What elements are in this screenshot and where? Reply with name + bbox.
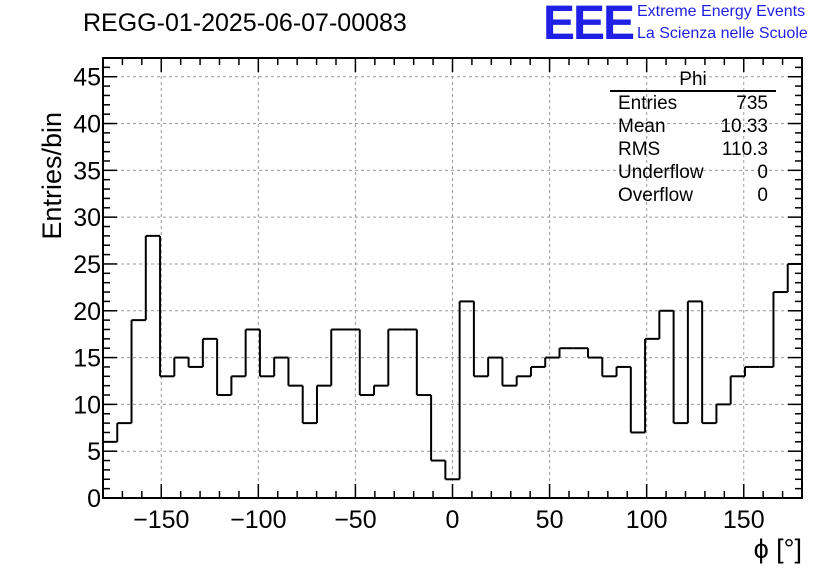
- y-tick-label: 0: [87, 485, 101, 513]
- axis-ticks: [102, 57, 803, 499]
- logo-line-2: La Scienza nelle Scuole: [637, 25, 808, 42]
- y-tick-label: 45: [73, 64, 101, 92]
- y-tick-label: 10: [73, 391, 101, 419]
- x-tick-label: 150: [723, 506, 765, 534]
- x-tick-label: −100: [230, 506, 286, 534]
- y-axis-label: Entries/bin: [37, 112, 67, 240]
- x-axis-label: ϕ [°]: [753, 534, 802, 564]
- stats-box: Phi Entries 735 Mean 10.33 RMS 110.3 Und…: [610, 70, 776, 207]
- stats-row-mean: Mean 10.33: [610, 115, 776, 138]
- y-tick-label: 40: [73, 111, 101, 139]
- y-tick-label: 20: [73, 298, 101, 326]
- x-tick-label: −150: [133, 506, 189, 534]
- x-tick-label: 100: [626, 506, 668, 534]
- x-tick-label: 50: [536, 506, 564, 534]
- grid-lines: [103, 58, 802, 498]
- chart-title: REGG-01-2025-06-07-00083: [83, 9, 407, 37]
- x-tick-label: 0: [446, 506, 460, 534]
- stats-label: Underflow: [618, 162, 704, 183]
- y-tick-label: 25: [73, 251, 101, 279]
- stats-value: 0: [757, 162, 768, 183]
- stats-row-rms: RMS 110.3: [610, 138, 776, 161]
- stats-value: 735: [736, 93, 768, 114]
- y-tick-label: 5: [87, 438, 101, 466]
- stats-label: Overflow: [618, 185, 693, 206]
- axis-tick-labels: −150 −100 −50 0 50 100 150 0 5 10 15 20 25 30 35 40 45: [73, 64, 764, 534]
- stats-row-underflow: Underflow 0: [610, 161, 776, 184]
- logo-line-1: Extreme Energy Events: [637, 3, 806, 20]
- histogram-series: [102, 234, 802, 498]
- stats-value: 10.33: [720, 116, 768, 137]
- stats-label: RMS: [618, 139, 661, 160]
- eee-logo: EEE: [543, 0, 635, 50]
- y-tick-label: 15: [73, 345, 101, 373]
- stats-title: Phi: [610, 70, 776, 92]
- x-tick-label: −50: [334, 506, 376, 534]
- stats-label: Entries: [618, 93, 678, 114]
- y-tick-label: 30: [73, 204, 101, 232]
- y-tick-label: 35: [73, 157, 101, 185]
- stats-label: Mean: [618, 116, 666, 137]
- stats-value: 0: [757, 185, 768, 206]
- stats-row-entries: Entries 735: [610, 92, 776, 115]
- stats-row-overflow: Overflow 0: [610, 184, 776, 207]
- stats-value: 110.3: [721, 139, 768, 160]
